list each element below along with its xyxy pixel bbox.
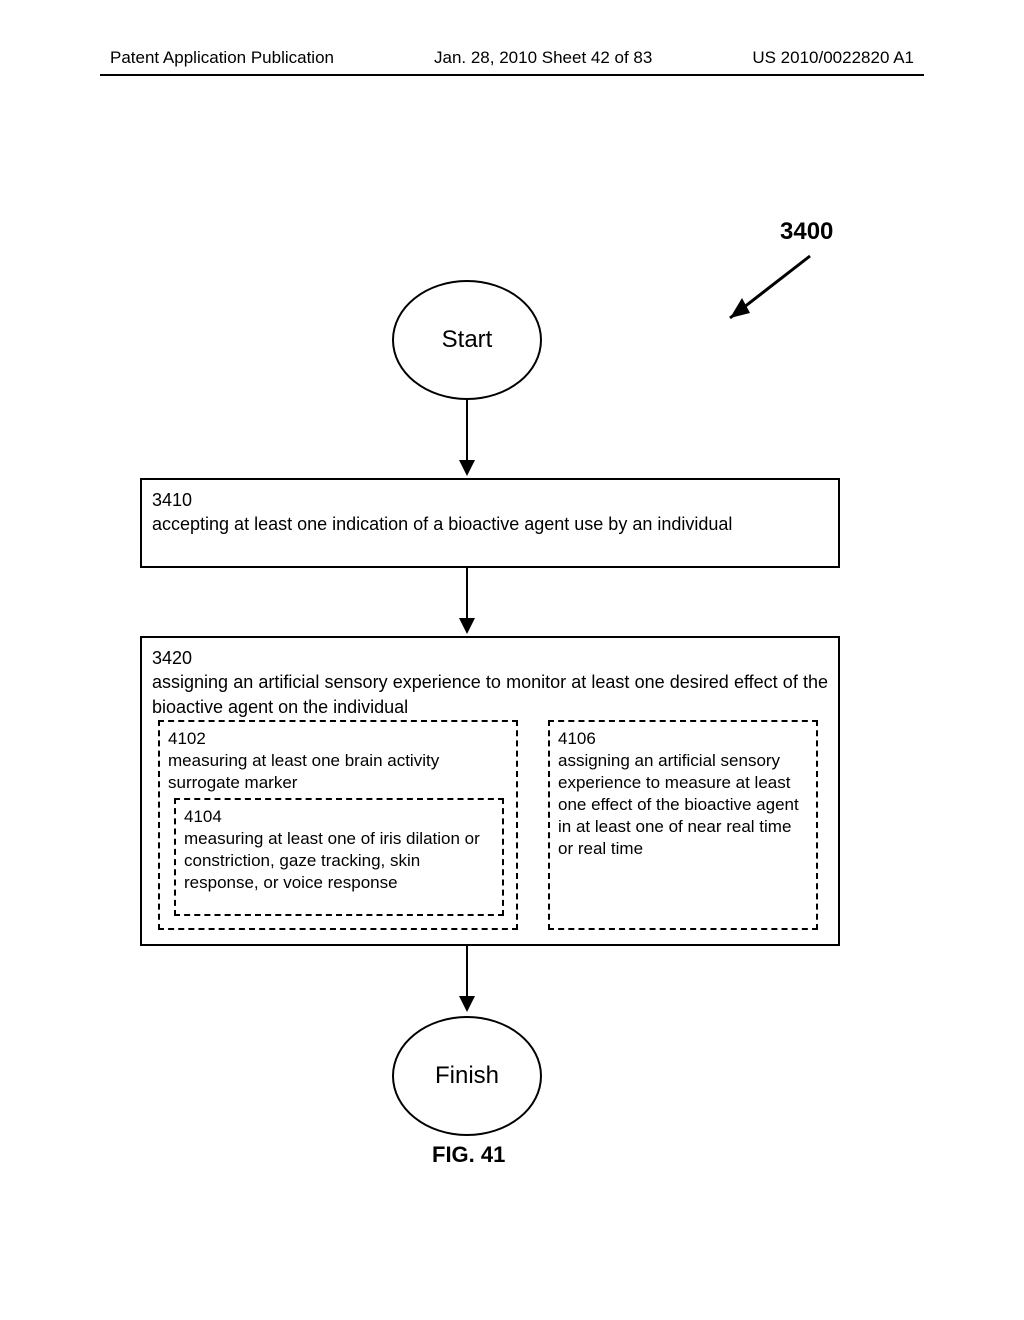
sub-4106-num: 4106 — [558, 728, 808, 750]
step-3420-text: assigning an artificial sensory experien… — [152, 672, 828, 716]
header-center: Jan. 28, 2010 Sheet 42 of 83 — [434, 48, 652, 68]
step-3420-num: 3420 — [152, 646, 828, 670]
ref-pointer-arrow — [700, 248, 830, 338]
step-3410-num: 3410 — [152, 488, 828, 512]
arrow-start-to-3410 — [455, 400, 479, 480]
figure-caption: FIG. 41 — [432, 1142, 505, 1168]
header-left: Patent Application Publication — [110, 48, 334, 68]
figure-ref-label: 3400 — [780, 218, 833, 246]
arrow-3420-to-finish — [455, 946, 479, 1016]
start-label: Start — [442, 326, 493, 354]
sub-4106-text: assigning an artificial sensory experien… — [558, 751, 799, 858]
finish-label: Finish — [435, 1062, 499, 1090]
header-rule — [100, 74, 924, 76]
sub-4104-text: measuring at least one of iris dilation … — [184, 829, 480, 892]
sub-4102-num: 4102 — [168, 728, 508, 750]
finish-terminal: Finish — [392, 1016, 542, 1136]
sub-4104-num: 4104 — [184, 806, 494, 828]
step-3410: 3410 accepting at least one indication o… — [140, 478, 840, 568]
step-3410-text: accepting at least one indication of a b… — [152, 514, 732, 534]
page-header: Patent Application Publication Jan. 28, … — [0, 48, 1024, 68]
sub-4102-text: measuring at least one brain activity su… — [168, 751, 439, 792]
sub-4104: 4104 measuring at least one of iris dila… — [174, 798, 504, 916]
header-right: US 2010/0022820 A1 — [752, 48, 914, 68]
start-terminal: Start — [392, 280, 542, 400]
arrow-3410-to-3420 — [455, 568, 479, 638]
sub-4106: 4106 assigning an artificial sensory exp… — [548, 720, 818, 930]
